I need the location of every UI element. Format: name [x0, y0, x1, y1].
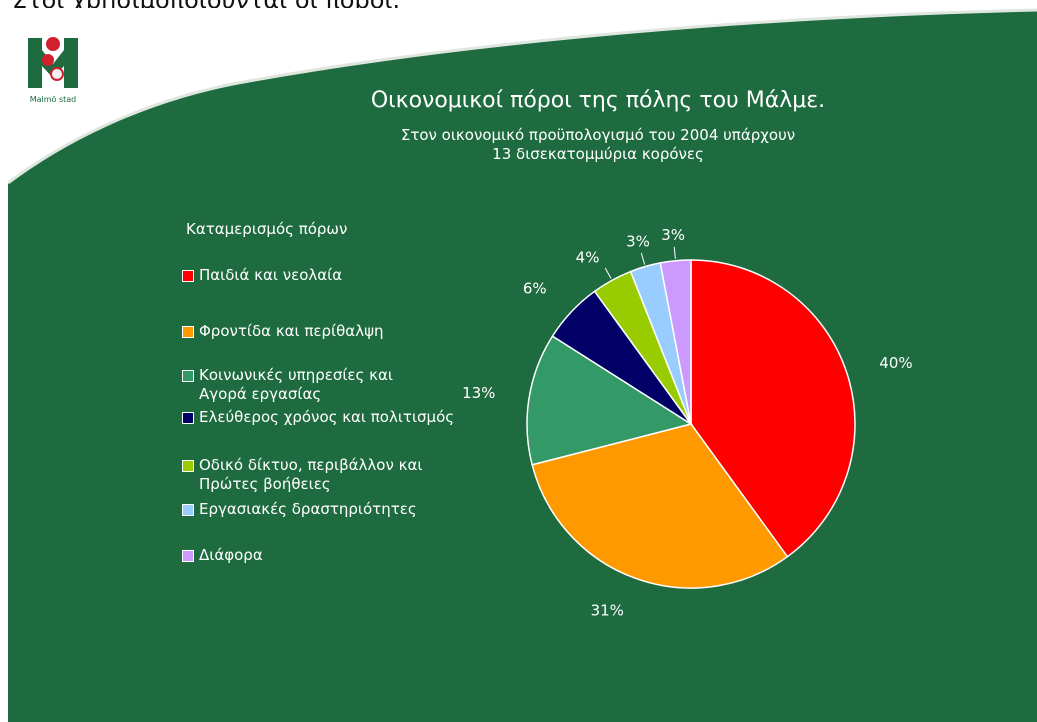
pie-chart: 40% 31% 13% 6% 4% 3% 3%: [462, 226, 913, 619]
subtitle-line: 13 δισεκατομμύρια κορόνες: [492, 145, 704, 163]
pie-leader-line: [604, 267, 612, 279]
legend-label: Κοινωνικές υπηρεσίες και Αγορά εργασίας: [199, 366, 393, 404]
legend-swatch: [182, 460, 194, 472]
legend-label-line: Ελεύθερος χρόνος και πολιτισμός: [199, 408, 455, 426]
legend-swatch: [182, 270, 194, 282]
pie-leader-line: [640, 252, 646, 265]
header-swoosh: [8, 8, 1037, 185]
legend-title: Καταμερισμός πόρων: [186, 220, 348, 238]
subtitle-line: Στον οικονομικό προϋπολογισμό του 2004 υ…: [400, 126, 796, 144]
pie-slice: [690, 259, 856, 558]
legend-swatch: [182, 550, 194, 562]
legend-item: Παιδιά και νεολαία: [182, 266, 342, 285]
legend-label: Φροντίδα και περίθαλψη: [199, 322, 383, 341]
malmo-logo: Malmö stad: [28, 37, 78, 104]
legend-label-line: Οδικό δίκτυο, περιβάλλον και: [199, 456, 423, 474]
legend-item: Κοινωνικές υπηρεσίες και Αγορά εργασίας: [182, 366, 393, 404]
chart-title: Οικονομικοί πόροι της πόλης του Μάλμε.: [370, 88, 826, 113]
legend-label-line: Διάφορα: [199, 546, 263, 564]
legend-label: Παιδιά και νεολαία: [199, 266, 342, 285]
pie-slice: [659, 259, 692, 425]
pie-slice: [531, 423, 789, 589]
slide: Malmö stad Οικονομικοί πόροι της πόλης τ…: [8, 8, 1037, 722]
legend-label-line: Φροντίδα και περίθαλψη: [199, 322, 384, 340]
legend-swatch: [182, 504, 194, 516]
legend-swatch: [182, 412, 194, 424]
legend-label-line: Εργασιακές δραστηριότητες: [199, 500, 417, 518]
logo-text: Malmö stad: [30, 95, 77, 104]
pie-leader-line: [673, 246, 676, 259]
pie-pct-label: 4%: [576, 249, 600, 267]
legend-label: Διάφορα: [199, 546, 263, 565]
legend-swatch: [182, 370, 194, 382]
legend-item: Διάφορα: [182, 546, 263, 565]
pie-pct-label: 3%: [661, 226, 685, 244]
legend-item: Φροντίδα και περίθαλψη: [182, 322, 383, 341]
chart-subtitle: Στον οικονομικό προϋπολογισμό του 2004 υ…: [308, 126, 888, 164]
legend-label-line: Αγορά εργασίας: [199, 385, 322, 403]
legend-label-line: Παιδιά και νεολαία: [199, 266, 343, 284]
pie-pct-label: 31%: [591, 601, 624, 619]
legend-label-line: Πρώτες βοήθειες: [199, 475, 331, 493]
legend-item: Οδικό δίκτυο, περιβάλλον και Πρώτες βοήθε…: [182, 456, 422, 494]
pie-slice: [526, 335, 693, 466]
pie-pct-label: 40%: [879, 354, 912, 372]
legend-label: Οδικό δίκτυο, περιβάλλον και Πρώτες βοήθε…: [199, 456, 422, 494]
legend-item: Ελεύθερος χρόνος και πολιτισμός: [182, 408, 454, 427]
legend-label: Εργασιακές δραστηριότητες: [199, 500, 417, 519]
legend-label: Ελεύθερος χρόνος και πολιτισμός: [199, 408, 454, 427]
legend-item: Εργασιακές δραστηριότητες: [182, 500, 417, 519]
pie-pct-label: 6%: [523, 279, 547, 297]
pie-pct-label: 13%: [462, 384, 495, 402]
legend-swatch: [182, 326, 194, 338]
legend-label-line: Κοινωνικές υπηρεσίες και: [199, 366, 393, 384]
pie-pct-label: 3%: [626, 233, 650, 251]
